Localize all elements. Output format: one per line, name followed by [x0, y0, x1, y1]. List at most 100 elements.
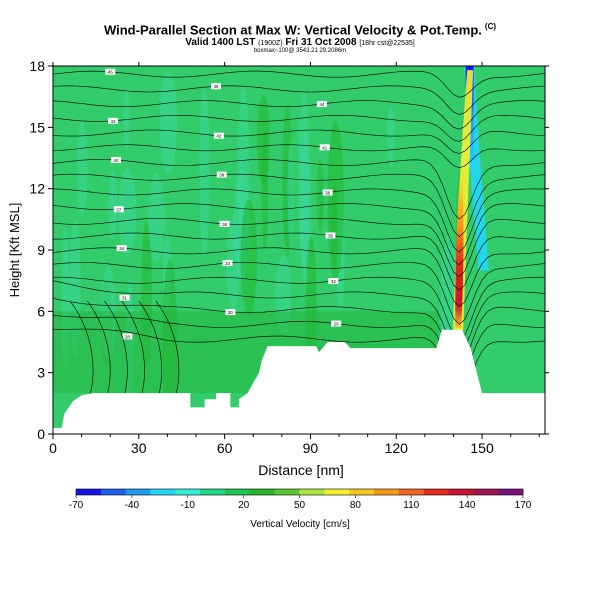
title-mark: (C) [484, 22, 497, 31]
wave-streak [118, 168, 137, 256]
wave-streak [199, 87, 210, 259]
x-axis-label: Distance [nm] [258, 462, 344, 478]
colorbar-tick-label: -70 [69, 500, 84, 511]
isentrope-label: 36 [222, 222, 228, 227]
terrain [53, 329, 545, 434]
isentrope-label-box [325, 232, 336, 239]
wave-streak [148, 173, 165, 262]
isentrope-label: 43 [111, 119, 117, 124]
isentrope-label-box [110, 156, 121, 163]
x-tick-label: 120 [385, 440, 409, 456]
colorbar-swatch [398, 489, 424, 495]
isentrope-label: 40 [113, 158, 119, 163]
colorbar-tick-label: 170 [515, 500, 532, 511]
wave-streak [162, 258, 178, 434]
y-tick-label: 15 [29, 119, 45, 135]
isentrope-label: 32 [331, 279, 337, 284]
isentrope-label-box [122, 333, 133, 340]
isentrope-label-box [219, 220, 230, 227]
isentrope-line [53, 144, 545, 169]
chart-subtitle: Valid 1400 LST (1900Z) Fri 31 Oct 2008 [… [0, 37, 600, 48]
colorbar-tick-label: 140 [459, 500, 476, 511]
colorbar-swatch [374, 489, 400, 495]
y-tick-label: 12 [29, 181, 45, 197]
colorbar-swatch [200, 489, 226, 495]
chart-title-text: Wind-Parallel Section at Max W: Vertical… [103, 22, 482, 38]
isentrope-line [53, 188, 545, 253]
wave-streak [316, 158, 324, 232]
colorbar-swatch [423, 489, 449, 495]
y-tick-label: 18 [29, 58, 45, 74]
colorbar-swatch [324, 489, 350, 495]
colorbar-tick-label: 50 [294, 500, 306, 511]
chart-subline: boxmax~100@ 3543.21 29.2086m [253, 48, 347, 54]
isentrope-label: 33 [225, 261, 231, 266]
colorbar-swatch [175, 489, 201, 495]
wave-streak [275, 255, 292, 333]
isentrope-line [53, 173, 545, 238]
isentrope-line [53, 114, 545, 142]
wave-streak [123, 87, 130, 151]
isentrope-label-box [331, 320, 342, 327]
x-tick-label: 90 [303, 440, 319, 456]
y-tick-label: 3 [37, 365, 45, 381]
isentrope-label: 38 [325, 190, 331, 195]
isentrope-line [53, 159, 545, 220]
isentrope-line [53, 129, 545, 154]
colorbar-swatch [76, 489, 102, 495]
valid-date: Fri 31 Oct 2008 [285, 37, 357, 48]
isentrope-label: 30 [228, 310, 234, 315]
colorbar-tick-label: 20 [238, 500, 250, 511]
isentrope-line [53, 70, 545, 98]
isentrope-label: 41 [322, 145, 328, 150]
isentrope-label: 31 [122, 296, 128, 301]
isentrope-label: 28 [125, 334, 131, 339]
colorbar-label: Vertical Velocity [cm/s] [250, 519, 350, 530]
colorbar-swatch [349, 489, 375, 495]
isentrope-label-box [108, 117, 119, 124]
colorbar-tick-label: -40 [125, 500, 140, 511]
isentrope-line [53, 203, 545, 266]
wave-streak [141, 220, 152, 370]
isentrope-label: 42 [216, 134, 222, 139]
x-tick-label: 30 [131, 440, 147, 456]
wave-streak [159, 71, 178, 175]
colorbar-swatch [498, 489, 524, 495]
lowlevel-isentrope [69, 300, 94, 404]
isentrope-line [53, 217, 545, 278]
isentrope-label-box [211, 83, 222, 90]
valid-main: Valid 1400 LST [185, 37, 256, 48]
isentrope-label-box [319, 144, 330, 151]
y-tick-label: 9 [37, 242, 45, 258]
isentrope-label: 45 [214, 84, 220, 89]
chart-title: Wind-Parallel Section at Max W: Vertical… [0, 22, 600, 37]
isentrope-label-box [116, 245, 127, 252]
wave-streak [61, 225, 70, 370]
colorbar-swatch [150, 489, 176, 495]
y-tick-label: 6 [37, 303, 45, 319]
colorbar-swatch [225, 489, 251, 495]
isentrope-label: 37 [116, 207, 122, 212]
isentrope-line [53, 85, 545, 115]
isentrope-label-box [328, 277, 339, 284]
wave-streak [327, 120, 344, 281]
x-tick-label: 0 [49, 440, 57, 456]
plot-area: 46 45 44 43 42 41 40 39 38 37 36 35 34 33 32 31 30 29 28 [53, 66, 545, 434]
isentrope-label: 29 [334, 322, 340, 327]
valid-utc: (1900Z) [258, 40, 283, 47]
isentrope-label-box [222, 260, 233, 267]
isentrope-label: 39 [219, 173, 225, 178]
wave-streak [69, 219, 81, 358]
isentrope-label: 44 [319, 102, 325, 107]
isentrope-line [53, 100, 545, 130]
isentrope-label: 34 [119, 246, 125, 251]
colorbar-swatch [100, 489, 126, 495]
isentrope-label-box [316, 100, 327, 107]
updraft-core [455, 168, 464, 328]
wave-streak [298, 89, 310, 269]
wave-streak [77, 120, 88, 217]
colorbar-swatch [249, 489, 275, 495]
x-tick-label: 60 [217, 440, 233, 456]
